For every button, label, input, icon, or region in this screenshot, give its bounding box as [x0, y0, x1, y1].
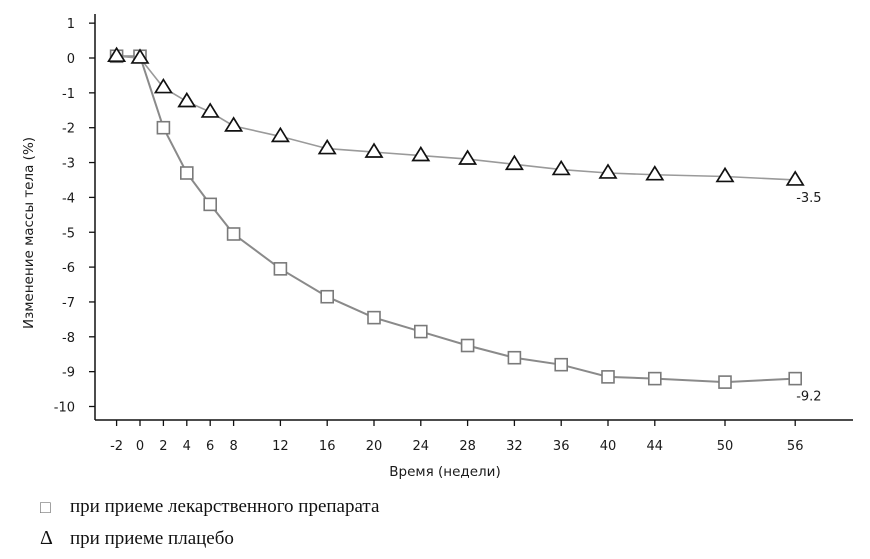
y-axis-label: Изменение массы тела (%) [21, 137, 37, 329]
y-tick-label: -3 [62, 157, 75, 172]
placebo-data-point [504, 154, 524, 171]
placebo-data-point [411, 145, 431, 162]
placebo-data-point [224, 116, 244, 132]
y-tick-label: 0 [67, 52, 75, 67]
placebo-end-label: -3.5 [796, 191, 821, 206]
placebo-data-point [270, 126, 290, 143]
x-tick-label: 16 [319, 439, 336, 454]
drug-data-point [647, 371, 662, 386]
placebo-series-line [116, 55, 796, 181]
x-tick-label: 4 [183, 439, 191, 454]
drug-data-point [718, 375, 732, 389]
placebo-data-point [153, 77, 173, 94]
y-tick-label: -2 [62, 122, 75, 137]
drug-data-point [180, 166, 194, 180]
placebo-data-point [364, 142, 384, 158]
y-tick-label: -8 [62, 331, 75, 346]
legend-label-drug: при приеме лекарственного препарата [70, 496, 380, 517]
drug-data-point [601, 370, 615, 384]
drug-series-line [116, 55, 796, 384]
placebo-data-point [130, 48, 150, 64]
placebo-data-point [317, 138, 337, 155]
x-tick-label: 2 [159, 439, 167, 454]
x-tick-label: 12 [272, 439, 289, 454]
x-tick-label: 44 [647, 439, 664, 454]
y-tick-label: -6 [62, 261, 75, 276]
drug-data-point [226, 227, 241, 241]
drug-data-point [554, 357, 569, 372]
placebo-data-point [598, 163, 618, 179]
drug-data-point [507, 350, 522, 365]
y-tick-label: -10 [54, 401, 75, 416]
y-tick-label: -9 [62, 366, 75, 381]
drug-data-point [203, 197, 217, 212]
placebo-data-point [715, 166, 735, 183]
x-tick-label: 56 [787, 439, 804, 454]
x-tick-label: 20 [366, 439, 383, 454]
y-tick-label: 1 [67, 17, 75, 32]
drug-data-point [460, 338, 475, 353]
y-tick-label: -5 [62, 226, 75, 241]
legend-item-drug: □ при приеме лекарственного препарата [40, 496, 379, 518]
x-tick-label: -2 [110, 439, 123, 454]
chart-series: -9.2 -3.5 [107, 46, 822, 405]
x-tick-label: 28 [459, 439, 476, 454]
drug-data-point [320, 289, 335, 304]
drug-data-point [156, 120, 171, 135]
placebo-data-point [645, 165, 665, 181]
drug-data-point [788, 371, 803, 386]
x-tick-label: 32 [506, 439, 523, 454]
chart-axes: 10-1-2-3-4-5-6-7-8-9-10-2 0 2 4 6 8 12 16 20 24 28… [54, 14, 853, 454]
x-tick-label: 24 [413, 439, 430, 454]
x-tick-label: 40 [600, 439, 617, 454]
placebo-data-point [177, 91, 197, 108]
legend-item-placebo: Δ при приеме плацебо [40, 527, 234, 550]
triangle-marker-icon: Δ [40, 527, 53, 549]
x-tick-label: 8 [229, 439, 237, 454]
x-tick-label: 36 [553, 439, 570, 454]
drug-end-label: -9.2 [796, 390, 821, 405]
placebo-data-point [551, 159, 571, 176]
legend-label-placebo: при приеме плацебо [70, 527, 234, 549]
weight-change-chart: 10-1-2-3-4-5-6-7-8-9-10-2 0 2 4 6 8 12 16 20 24 28… [21, 14, 853, 480]
square-marker-icon: □ [40, 496, 51, 517]
placebo-data-point [200, 102, 220, 118]
placebo-data-point [458, 149, 478, 165]
y-tick-label: -1 [62, 87, 75, 102]
placebo-data-point [785, 170, 805, 186]
placebo-data-point [107, 46, 127, 63]
x-tick-label: 50 [717, 439, 734, 454]
x-tick-label: 6 [206, 439, 214, 454]
drug-data-point [367, 310, 381, 325]
drug-data-point [413, 324, 428, 339]
x-axis-label: Время (недели) [389, 464, 500, 480]
drug-data-point [273, 262, 288, 276]
x-tick-label: 0 [136, 439, 144, 454]
y-tick-label: -7 [62, 296, 75, 311]
y-tick-label: -4 [62, 191, 75, 206]
